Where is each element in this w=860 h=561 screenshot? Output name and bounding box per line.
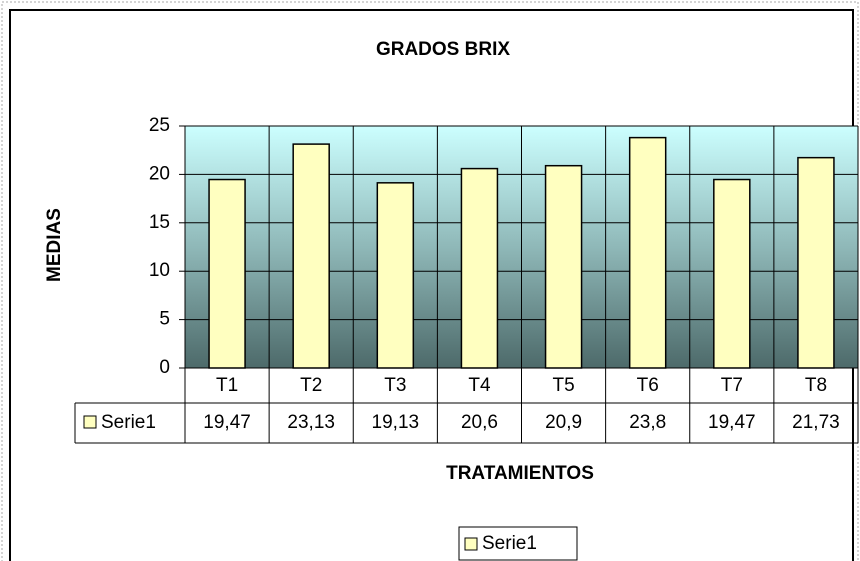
y-axis-label: MEDIAS (44, 208, 65, 282)
data-table-value: 23,13 (287, 412, 335, 433)
bar (292, 143, 330, 369)
y-tick-label: 20 (149, 163, 170, 184)
bar (713, 178, 751, 369)
bar (628, 136, 667, 369)
x-tick-label: T6 (637, 375, 659, 396)
y-tick-label: 10 (149, 260, 170, 281)
bar (544, 164, 583, 369)
bar (376, 182, 415, 369)
bar (460, 167, 499, 369)
data-table-value: 19,47 (708, 412, 756, 433)
bar (797, 156, 835, 369)
data-table-value: 21,73 (792, 412, 840, 433)
legend-box (458, 526, 578, 561)
x-tick-label: T4 (468, 375, 491, 396)
table-legend-key (83, 415, 97, 429)
y-tick-label: 5 (159, 309, 170, 330)
data-table-value: 20,6 (461, 412, 498, 433)
legend-key (464, 537, 478, 551)
bar (208, 178, 246, 369)
y-tick-label: 0 (159, 357, 170, 378)
data-table-value: 19,47 (203, 412, 251, 433)
data-table-value: 20,9 (545, 412, 582, 433)
y-tick-label: 25 (149, 115, 170, 136)
x-tick-label: T3 (384, 375, 406, 396)
x-tick-label: T5 (552, 375, 574, 396)
x-tick-label: T8 (805, 375, 827, 396)
y-tick-label: 15 (149, 212, 170, 233)
data-table-value: 19,13 (372, 412, 420, 433)
x-tick-label: T2 (300, 375, 322, 396)
x-axis-label: TRATAMIENTOS (446, 463, 594, 484)
data-table-value: 23,8 (629, 412, 666, 433)
chart-title: GRADOS BRIX (376, 39, 510, 60)
x-tick-label: T7 (721, 375, 743, 396)
x-tick-label: T1 (216, 375, 238, 396)
table-series-name: Serie1 (101, 412, 156, 433)
legend-entry: Serie1 (482, 533, 537, 554)
